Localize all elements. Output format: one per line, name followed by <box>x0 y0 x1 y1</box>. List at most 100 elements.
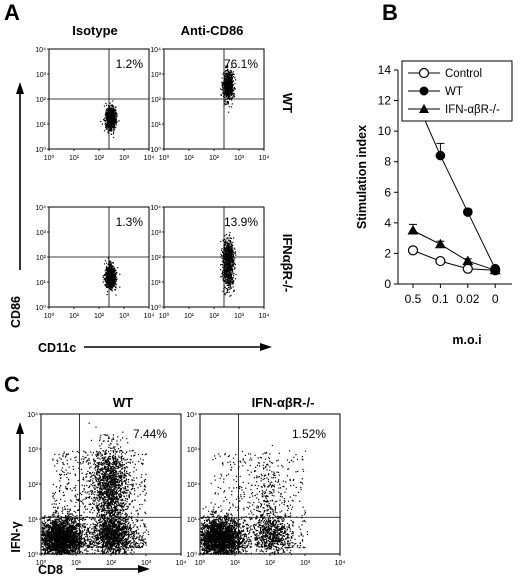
c-ytick-label: 10⁴ <box>27 412 38 419</box>
b-xtick-label: 0 <box>492 292 499 306</box>
a-xtick-label: 10² <box>209 313 220 320</box>
b-xtick-label: 0.1 <box>432 292 449 306</box>
a-xtick-label: 10⁰ <box>159 154 170 162</box>
panel-label-c: C <box>4 372 20 397</box>
b-ylabel: Stimulation index <box>355 125 369 229</box>
a-ytick-label: 10⁰ <box>150 146 161 154</box>
a-ytick-label: 10⁰ <box>35 304 46 312</box>
c-xtick-label: 10² <box>106 560 117 567</box>
a-ytick-label: 10³ <box>36 72 47 79</box>
b-legend-label-wt: WT <box>445 86 463 98</box>
panel-c-plots: 10⁰10⁰10¹10¹10²10²10³10³10⁴10⁴7.44%10⁰10… <box>27 412 345 567</box>
c-xtick-label: 10⁴ <box>176 560 187 567</box>
a-col-header-anti-cd86: Anti-CD86 <box>181 23 244 38</box>
a-ytick-label: 10³ <box>36 230 47 237</box>
a-x-arrowhead <box>260 343 272 351</box>
a-xtick-label: 10⁴ <box>259 313 270 320</box>
a-xlabel: CD11c <box>38 341 76 355</box>
c-ytick-label: 10³ <box>28 447 39 454</box>
c-plot-2-events <box>200 444 309 556</box>
c-percentage: 1.52% <box>292 427 326 441</box>
a-ytick-label: 10² <box>151 255 162 262</box>
a-ytick-label: 10³ <box>151 72 162 79</box>
b-xtick-label: 0.5 <box>405 292 422 306</box>
c-percentage: 7.44% <box>133 427 167 441</box>
c-ytick-label: 10² <box>28 482 39 489</box>
a-percentage: 13.9% <box>224 215 258 229</box>
a-ytick-label: 10⁴ <box>35 47 46 54</box>
a-xtick-label: 10¹ <box>184 313 195 320</box>
b-point <box>462 255 474 266</box>
b-series-line <box>412 230 496 271</box>
b-ytick-label: 14 <box>378 63 392 77</box>
a-xtick-label: 10² <box>94 313 105 320</box>
c-xtick-label: 10¹ <box>230 560 241 567</box>
a-ytick-label: 10⁰ <box>150 304 161 312</box>
c-ylabel: IFN-γ <box>9 521 23 552</box>
b-xtick-label: 0.02 <box>456 292 480 306</box>
a-xtick-label: 10⁰ <box>44 154 55 162</box>
a-xtick-label: 10³ <box>119 155 130 162</box>
b-series-line <box>412 249 496 271</box>
c-ytick-label: 10⁰ <box>27 551 38 559</box>
a-xtick-label: 10³ <box>119 313 130 320</box>
a-percentage: 76.1% <box>224 57 258 71</box>
a-ytick-label: 10³ <box>151 230 162 237</box>
c-xtick-label: 10⁰ <box>195 559 206 567</box>
a-xtick-label: 10⁴ <box>259 155 270 162</box>
panel-label-b: B <box>382 0 398 25</box>
a-xtick-label: 10² <box>94 155 105 162</box>
panel-a-plots: 10⁰10⁰10¹10¹10²10²10³10³10⁴10⁴1.2%10⁰10⁰… <box>35 47 269 320</box>
a-ytick-label: 10¹ <box>36 122 47 129</box>
a-col-header-isotype: Isotype <box>72 23 118 38</box>
c-y-arrowhead <box>16 422 24 434</box>
c-ytick-label: 10³ <box>187 447 198 454</box>
b-point <box>434 238 446 249</box>
c-plot-1-events <box>41 422 150 556</box>
b-xlabel: m.o.i <box>452 333 481 347</box>
b-point <box>489 264 501 275</box>
a-xtick-label: 10¹ <box>69 313 80 320</box>
a-percentage: 1.3% <box>116 215 144 229</box>
a-plot-2-events <box>219 64 237 113</box>
b-legend-ifnabr: IFN-αβR-/- <box>408 104 500 116</box>
b-point <box>462 263 473 274</box>
a-ytick-label: 10⁴ <box>150 47 161 54</box>
b-ytick-label: 0 <box>384 277 391 291</box>
a-row-label-ifnabr: IFNαβR-/- <box>280 234 295 293</box>
c-xtick-label: 10⁴ <box>335 560 346 567</box>
a-xtick-label: 10³ <box>234 155 245 162</box>
c-ytick-label: 10¹ <box>28 517 39 524</box>
b-series-3 <box>407 223 501 275</box>
c-ytick-label: 10¹ <box>187 517 198 524</box>
b-point <box>407 225 419 235</box>
b-ytick-label: 6 <box>384 185 391 199</box>
b-point <box>435 255 446 267</box>
c-xtick-label: 10³ <box>300 560 311 567</box>
a-xtick-label: 10² <box>209 155 220 162</box>
b-ytick-label: 4 <box>384 216 391 230</box>
a-ytick-label: 10² <box>151 97 162 104</box>
a-ytick-label: 10⁰ <box>35 146 46 154</box>
b-legend-wt: WT <box>408 86 463 98</box>
a-ytick-label: 10² <box>36 97 47 104</box>
a-plot-4-events <box>220 225 237 297</box>
c-xtick-label: 10⁰ <box>36 559 47 567</box>
b-ytick-label: 2 <box>384 246 391 260</box>
c-x-arrowhead <box>138 565 150 573</box>
panel-label-a: A <box>4 0 20 25</box>
a-xtick-label: 10³ <box>234 313 245 320</box>
a-ytick-label: 10² <box>36 255 47 262</box>
a-ytick-label: 10⁴ <box>35 205 46 212</box>
a-xtick-label: 10⁰ <box>159 312 170 320</box>
a-plot-1-events <box>100 100 120 139</box>
c-xtick-label: 10³ <box>141 560 152 567</box>
b-ytick-label: 8 <box>384 155 391 169</box>
b-point <box>463 207 473 217</box>
b-legend-label-ifnabr: IFN-αβR-/- <box>445 104 500 116</box>
